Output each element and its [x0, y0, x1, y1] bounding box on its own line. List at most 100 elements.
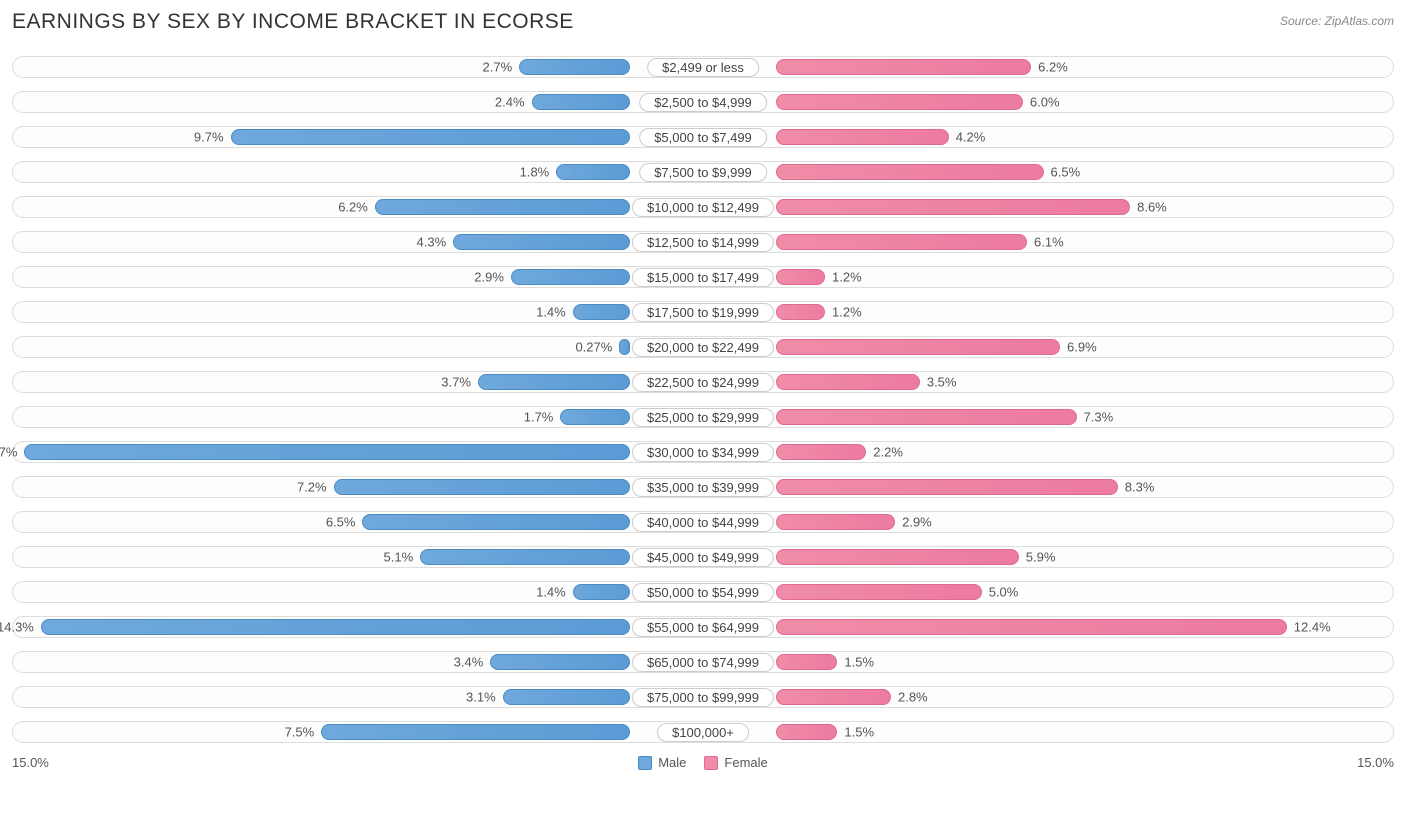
female-pct: 12.4% — [1286, 620, 1331, 635]
male-bar: 3.1% — [503, 689, 631, 705]
female-pct: 2.8% — [890, 690, 928, 705]
male-bar: 9.7% — [231, 129, 631, 145]
female-half: 4.2% — [703, 120, 1394, 154]
category-label: $10,000 to $12,499 — [632, 198, 774, 217]
male-bar: 4.3% — [453, 234, 630, 250]
chart-title: EARNINGS BY SEX BY INCOME BRACKET IN ECO… — [12, 10, 574, 34]
chart-row: 3.7% 3.5%$22,500 to $24,999 — [12, 365, 1394, 399]
male-bar: 2.7% — [519, 59, 630, 75]
chart-row: 1.4%5.0%$50,000 to $54,999 — [12, 575, 1394, 609]
female-half: 6.0% — [703, 85, 1394, 119]
male-bar: 2.9% — [511, 269, 631, 285]
female-bar: 6.2% — [776, 59, 1032, 75]
male-half: 0.27% — [12, 330, 703, 364]
chart-row: 9.7% 4.2% $5,000 to $7,499 — [12, 120, 1394, 154]
male-half: 2.9% — [12, 260, 703, 294]
male-pct: 3.4% — [454, 655, 492, 670]
legend-female: Female — [704, 755, 767, 770]
male-bar: 1.4% — [573, 304, 631, 320]
female-bar: 3.5% — [776, 374, 920, 390]
female-half: 1.2% — [703, 260, 1394, 294]
male-pct: 7.5% — [285, 725, 323, 740]
female-pct: 5.0% — [981, 585, 1019, 600]
female-half: 6.5% — [703, 155, 1394, 189]
male-pct: 1.7% — [524, 410, 562, 425]
female-half: 12.4% — [703, 610, 1394, 644]
male-bar: 7.5% — [321, 724, 630, 740]
female-pct: 8.6% — [1129, 200, 1167, 215]
category-label: $40,000 to $44,999 — [632, 513, 774, 532]
male-pct: 6.2% — [338, 200, 376, 215]
male-bar: 14.3% — [41, 619, 631, 635]
legend-male: Male — [638, 755, 686, 770]
female-pct: 8.3% — [1117, 480, 1155, 495]
category-label: $2,499 or less — [647, 58, 759, 77]
male-half: 4.3% — [12, 225, 703, 259]
male-swatch — [638, 756, 652, 770]
male-pct: 1.8% — [520, 165, 558, 180]
male-half: 14.3% — [12, 610, 703, 644]
category-label: $100,000+ — [657, 723, 749, 742]
chart-row: 2.4%6.0%$2,500 to $4,999 — [12, 85, 1394, 119]
category-label: $5,000 to $7,499 — [639, 128, 767, 147]
male-pct: 3.1% — [466, 690, 504, 705]
female-bar: 6.5% — [776, 164, 1044, 180]
female-bar: 12.4% — [776, 619, 1287, 635]
female-bar: 8.3% — [776, 479, 1118, 495]
chart-row: 4.3%6.1%$12,500 to $14,999 — [12, 225, 1394, 259]
male-pct: 9.7% — [194, 130, 232, 145]
chart-row: 2.7% 6.2% $2,499 or less — [12, 50, 1394, 84]
male-pct: 7.2% — [297, 480, 335, 495]
female-bar: 2.8% — [776, 689, 891, 705]
category-label: $22,500 to $24,999 — [632, 373, 774, 392]
category-label: $55,000 to $64,999 — [632, 618, 774, 637]
male-pct: 3.7% — [441, 375, 479, 390]
male-pct: 14.3% — [0, 620, 42, 635]
male-pct: 1.4% — [536, 305, 574, 320]
male-pct: 0.27% — [575, 340, 620, 355]
category-label: $30,000 to $34,999 — [632, 443, 774, 462]
category-label: $15,000 to $17,499 — [632, 268, 774, 287]
male-pct: 2.4% — [495, 95, 533, 110]
female-half: 5.0% — [703, 575, 1394, 609]
female-half: 2.2% — [703, 435, 1394, 469]
female-bar: 2.2% — [776, 444, 867, 460]
male-bar: 6.5% — [362, 514, 630, 530]
chart-row: 5.1%5.9%$45,000 to $49,999 — [12, 540, 1394, 574]
male-bar: 1.4% — [573, 584, 631, 600]
female-pct: 6.5% — [1043, 165, 1081, 180]
female-bar: 1.5% — [776, 724, 838, 740]
male-bar: 0.27% — [619, 339, 630, 355]
female-pct: 2.2% — [865, 445, 903, 460]
female-pct: 1.2% — [824, 305, 862, 320]
chart-row: 3.1%2.8%$75,000 to $99,999 — [12, 680, 1394, 714]
axis-left-max: 15.0% — [12, 755, 49, 770]
female-half: 8.3% — [703, 470, 1394, 504]
chart-source: Source: ZipAtlas.com — [1280, 14, 1394, 28]
female-pct: 2.9% — [894, 515, 932, 530]
female-pct: 4.2% — [948, 130, 986, 145]
female-bar: 2.9% — [776, 514, 896, 530]
axis-right-max: 15.0% — [1357, 755, 1394, 770]
female-half: 1.5% — [703, 645, 1394, 679]
male-bar: 7.2% — [334, 479, 631, 495]
female-pct: 6.2% — [1030, 60, 1068, 75]
female-bar: 7.3% — [776, 409, 1077, 425]
female-half: 6.2% — [703, 50, 1394, 84]
female-half: 8.6% — [703, 190, 1394, 224]
male-bar: 6.2% — [375, 199, 631, 215]
chart-row: 1.8%6.5%$7,500 to $9,999 — [12, 155, 1394, 189]
female-pct: 1.5% — [836, 655, 874, 670]
category-label: $35,000 to $39,999 — [632, 478, 774, 497]
female-pct: 1.5% — [836, 725, 874, 740]
legend-male-label: Male — [658, 755, 686, 770]
female-half: 3.5% — [703, 365, 1394, 399]
category-label: $25,000 to $29,999 — [632, 408, 774, 427]
chart-row: 1.4%1.2%$17,500 to $19,999 — [12, 295, 1394, 329]
chart-row: 14.7%2.2%$30,000 to $34,999 — [12, 435, 1394, 469]
chart-row: 1.7% 7.3%$25,000 to $29,999 — [12, 400, 1394, 434]
female-half: 7.3% — [703, 400, 1394, 434]
male-half: 3.1% — [12, 680, 703, 714]
butterfly-chart: 2.7%6.2%$2,499 or less2.4%6.0%$2,500 to … — [12, 50, 1394, 749]
female-bar: 4.2% — [776, 129, 949, 145]
